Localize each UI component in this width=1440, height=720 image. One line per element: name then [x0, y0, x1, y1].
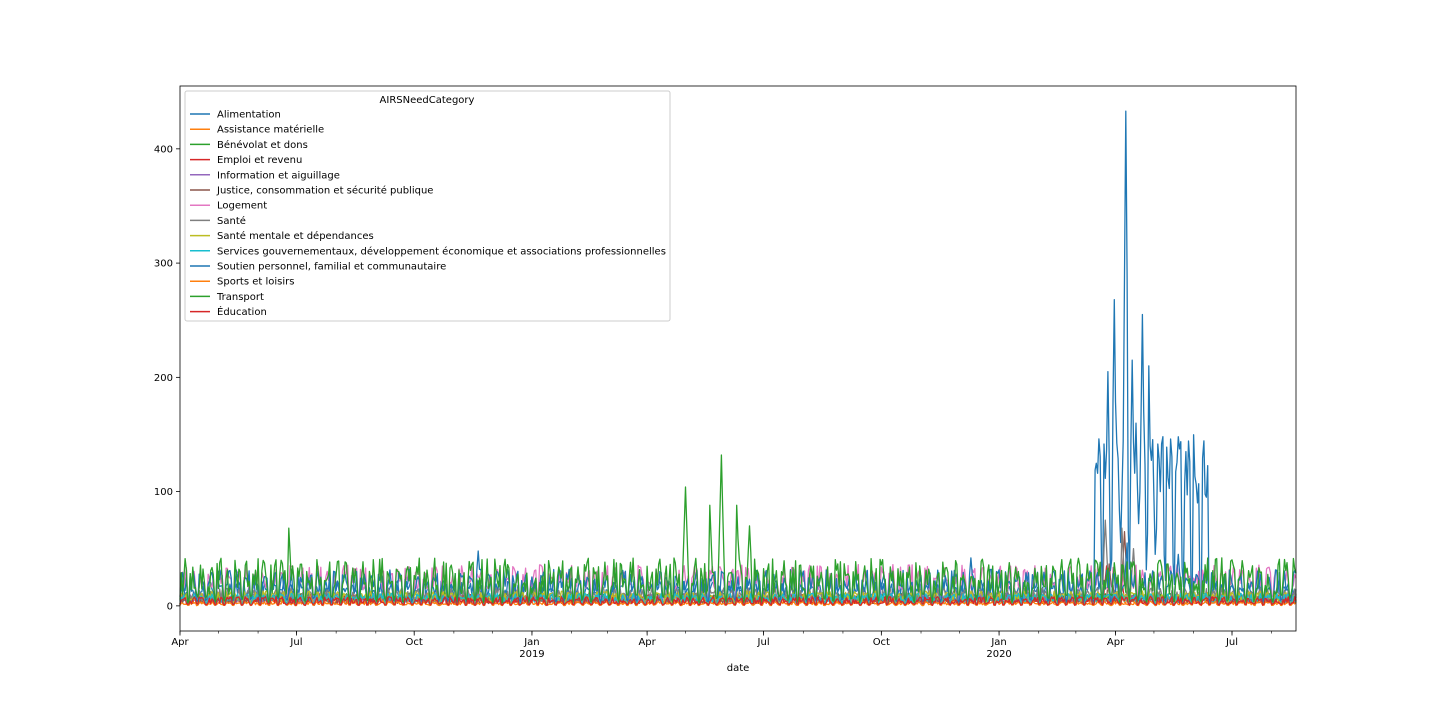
x-tick-label: Jan — [990, 637, 1006, 648]
y-tick-label: 400 — [154, 144, 173, 155]
x-tick-label: Oct — [406, 637, 423, 648]
legend-label: Santé — [217, 215, 246, 227]
legend-label: Bénévolat et dons — [217, 139, 308, 151]
series-line-14 — [179, 596, 1297, 606]
y-tick-label: 100 — [154, 487, 173, 498]
x-tick-label: Apr — [638, 637, 656, 648]
x-tick-year-label: 2019 — [519, 649, 544, 660]
y-axis: 0 100 200 300 400 — [154, 144, 180, 612]
legend-label: Santé mentale et dépendances — [217, 230, 374, 242]
legend-label: Transport — [216, 292, 264, 303]
series-line-13 — [179, 454, 1297, 604]
x-tick-label: Apr — [171, 637, 189, 648]
legend-label: Logement — [217, 201, 267, 212]
legend-label: Assistance matérielle — [217, 124, 324, 136]
legend-items: Alimentation Assistance matérielle Bénévol… — [190, 110, 666, 318]
legend-label: Services gouvernementaux, développement … — [217, 245, 666, 257]
legend-label: Éducation — [217, 305, 267, 318]
x-tick-label: Apr — [1107, 637, 1125, 648]
legend-label: Sports et loisirs — [217, 277, 294, 288]
x-tick-label: Jul — [1225, 637, 1238, 648]
legend-label: Soutien personnel, familial et communaut… — [217, 262, 446, 273]
y-tick-label: 200 — [154, 373, 173, 384]
legend-label: Justice, consommation et sécurité publiq… — [216, 185, 433, 197]
legend-title: AIRSNeedCategory — [380, 95, 475, 106]
x-tick-label: Jul — [757, 637, 770, 648]
x-tick-label: Oct — [873, 637, 890, 648]
x-axis-title: date — [727, 663, 750, 674]
legend-label: Alimentation — [217, 110, 281, 121]
legend-label: Emploi et revenu — [217, 155, 302, 166]
series-layer — [179, 110, 1297, 607]
legend: AIRSNeedCategory Alimentation Assistance … — [184, 90, 671, 322]
x-tick-year-label: 2020 — [986, 649, 1011, 660]
plot-frame — [179, 85, 1297, 632]
legend-box — [184, 90, 671, 322]
x-tick-label: Jul — [289, 637, 302, 648]
y-tick-label: 300 — [154, 259, 173, 270]
x-tick-label: Jan — [523, 637, 539, 648]
y-tick-label: 0 — [167, 601, 173, 612]
legend-label: Information et aiguillage — [217, 170, 340, 181]
